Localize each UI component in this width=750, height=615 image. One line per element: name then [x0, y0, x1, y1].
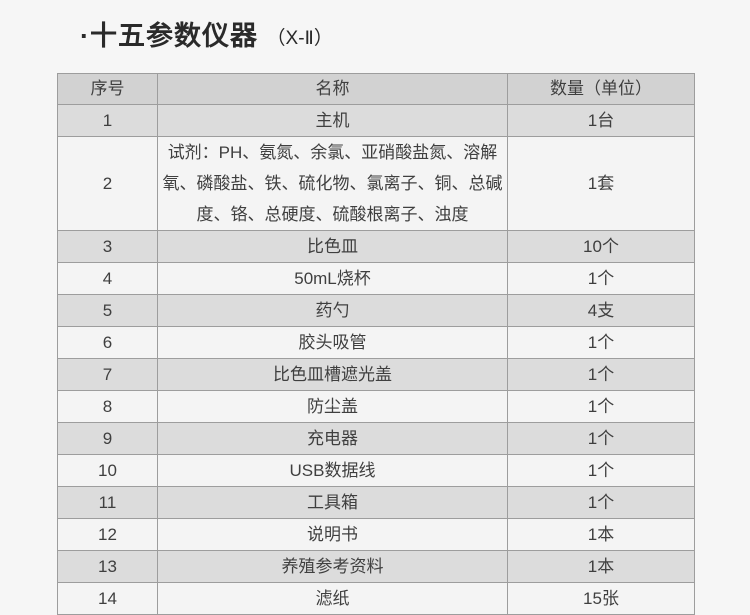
table-row: 12 说明书 1本 — [57, 518, 695, 551]
cell-item-name: 比色皿槽遮光盖 — [157, 358, 508, 391]
table-row: 13 养殖参考资料 1本 — [57, 550, 695, 583]
cell-quantity: 1本 — [507, 518, 695, 551]
cell-quantity: 1个 — [507, 486, 695, 519]
cell-serial-number: 8 — [57, 390, 158, 423]
cell-serial-number: 12 — [57, 518, 158, 551]
cell-quantity: 1套 — [507, 136, 695, 231]
cell-item-name: 胶头吸管 — [157, 326, 508, 359]
title-main: 十五参数仪器 — [90, 21, 258, 51]
cell-serial-number: 13 — [57, 550, 158, 583]
cell-quantity: 1个 — [507, 326, 695, 359]
cell-item-name: 比色皿 — [157, 230, 508, 263]
table-header-row: 序号 名称 数量（单位） — [57, 73, 695, 105]
cell-item-name: 50mL烧杯 — [157, 262, 508, 295]
cell-serial-number: 7 — [57, 358, 158, 391]
cell-item-name: 防尘盖 — [157, 390, 508, 423]
table-row: 2 试剂：PH、氨氮、余氯、亚硝酸盐氮、溶解氧、磷酸盐、铁、硫化物、氯离子、铜、总… — [57, 136, 695, 231]
table-row: 3 比色皿 10个 — [57, 230, 695, 263]
cell-quantity: 1个 — [507, 390, 695, 423]
table-row: 10 USB数据线 1个 — [57, 454, 695, 487]
cell-serial-number: 11 — [57, 486, 158, 519]
header-quantity-unit: 数量（单位） — [507, 73, 695, 105]
cell-serial-number: 14 — [57, 582, 158, 615]
cell-item-name: 药勺 — [157, 294, 508, 327]
cell-serial-number: 4 — [57, 262, 158, 295]
cell-quantity: 1台 — [507, 104, 695, 137]
table-row: 4 50mL烧杯 1个 — [57, 262, 695, 295]
cell-serial-number: 5 — [57, 294, 158, 327]
cell-item-name: 滤纸 — [157, 582, 508, 615]
table-row: 14 滤纸 15张 — [57, 582, 695, 615]
cell-serial-number: 6 — [57, 326, 158, 359]
cell-serial-number: 3 — [57, 230, 158, 263]
cell-item-name: 主机 — [157, 104, 508, 137]
cell-quantity: 10个 — [507, 230, 695, 263]
cell-item-name: 养殖参考资料 — [157, 550, 508, 583]
table-row: 1 主机 1台 — [57, 104, 695, 137]
cell-quantity: 15张 — [507, 582, 695, 615]
cell-serial-number: 2 — [57, 136, 158, 231]
parts-table: 序号 名称 数量（单位） 1 主机 1台 2 试剂：PH、氨氮、余氯、亚硝酸盐氮、溶解氧… — [57, 73, 695, 615]
table-row: 8 防尘盖 1个 — [57, 390, 695, 423]
cell-serial-number: 1 — [57, 104, 158, 137]
cell-item-name: 工具箱 — [157, 486, 508, 519]
table-row: 6 胶头吸管 1个 — [57, 326, 695, 359]
cell-quantity: 1个 — [507, 454, 695, 487]
cell-serial-number: 9 — [57, 422, 158, 455]
cell-item-name: 说明书 — [157, 518, 508, 551]
cell-item-name: USB数据线 — [157, 454, 508, 487]
table-row: 9 充电器 1个 — [57, 422, 695, 455]
cell-item-name: 充电器 — [157, 422, 508, 455]
cell-item-name: 试剂：PH、氨氮、余氯、亚硝酸盐氮、溶解氧、磷酸盐、铁、硫化物、氯离子、铜、总碱… — [157, 136, 508, 231]
title-bullet: · — [80, 21, 90, 51]
header-item-name: 名称 — [157, 73, 508, 105]
cell-quantity: 4支 — [507, 294, 695, 327]
title-suffix: （X-Ⅱ） — [266, 28, 333, 49]
cell-quantity: 1个 — [507, 358, 695, 391]
header-serial-number: 序号 — [57, 73, 158, 105]
table-head: 序号 名称 数量（单位） — [57, 73, 695, 105]
table-row: 7 比色皿槽遮光盖 1个 — [57, 358, 695, 391]
table-body: 1 主机 1台 2 试剂：PH、氨氮、余氯、亚硝酸盐氮、溶解氧、磷酸盐、铁、硫化物、氯离… — [57, 104, 695, 615]
cell-quantity: 1个 — [507, 262, 695, 295]
cell-serial-number: 10 — [57, 454, 158, 487]
cell-quantity: 1个 — [507, 422, 695, 455]
page-title: ·十五参数仪器 （X-Ⅱ） — [80, 14, 333, 53]
cell-quantity: 1本 — [507, 550, 695, 583]
table-row: 11 工具箱 1个 — [57, 486, 695, 519]
table-row: 5 药勺 4支 — [57, 294, 695, 327]
